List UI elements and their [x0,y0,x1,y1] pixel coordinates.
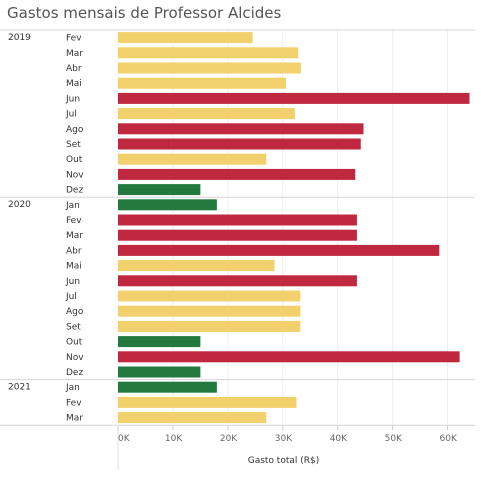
year-label: 2021 [8,383,31,393]
month-label: Jun [65,94,80,104]
bar [118,153,267,165]
tick-label: 30K [275,434,293,444]
bar [118,336,201,348]
month-label: Jan [65,201,80,211]
month-label: Jul [65,110,77,120]
month-label: Out [66,338,83,348]
tick-label: 10K [165,434,183,444]
tick-label: 60K [440,434,458,444]
bar [118,229,357,241]
month-label: Fev [66,34,82,44]
month-label: Mar [66,414,83,424]
month-label: Ago [66,307,84,317]
month-label: Mai [66,79,82,89]
month-label: Mar [66,231,83,241]
x-axis-title: Gasto total (R$) [248,456,320,466]
year-label: 2019 [8,33,31,43]
month-label: Jan [65,383,80,393]
bar [118,275,357,287]
month-label: Jun [65,277,80,287]
month-label: Nov [66,170,84,180]
bar [118,381,217,393]
bar [118,108,295,120]
bar [118,260,275,272]
month-label: Set [66,322,81,332]
month-label: Out [66,155,83,165]
tick-label: 40K [330,434,348,444]
bar [118,77,287,89]
bar [118,412,267,424]
month-label: Fev [66,216,82,226]
month-label: Fev [66,398,82,408]
month-label: Jul [65,292,77,302]
month-label: Dez [66,368,83,378]
tick-label: 0K [118,434,131,444]
tick-label: 20K [220,434,238,444]
bar [118,214,357,226]
bar [118,62,301,74]
bar [118,47,299,59]
bar [118,305,301,317]
bar [118,138,361,150]
bar [118,351,460,363]
month-label: Ago [66,125,84,135]
month-label: Nov [66,353,84,363]
month-label: Mai [66,262,82,272]
year-label: 2020 [8,200,31,210]
chart-title: Gastos mensais de Professor Alcides [7,4,282,22]
bar [118,396,297,408]
bar [118,32,253,44]
bar [118,244,440,256]
bar [118,168,356,180]
month-label: Mar [66,49,83,59]
bar [118,92,470,104]
month-label: Abr [66,246,82,256]
month-label: Abr [66,64,82,74]
bar [118,123,364,135]
bar [118,290,301,302]
tick-label: 50K [385,434,403,444]
bar [118,366,201,378]
bar [118,184,201,196]
bar [118,320,301,332]
month-label: Dez [66,186,83,196]
month-label: Set [66,140,81,150]
bar [118,199,217,211]
